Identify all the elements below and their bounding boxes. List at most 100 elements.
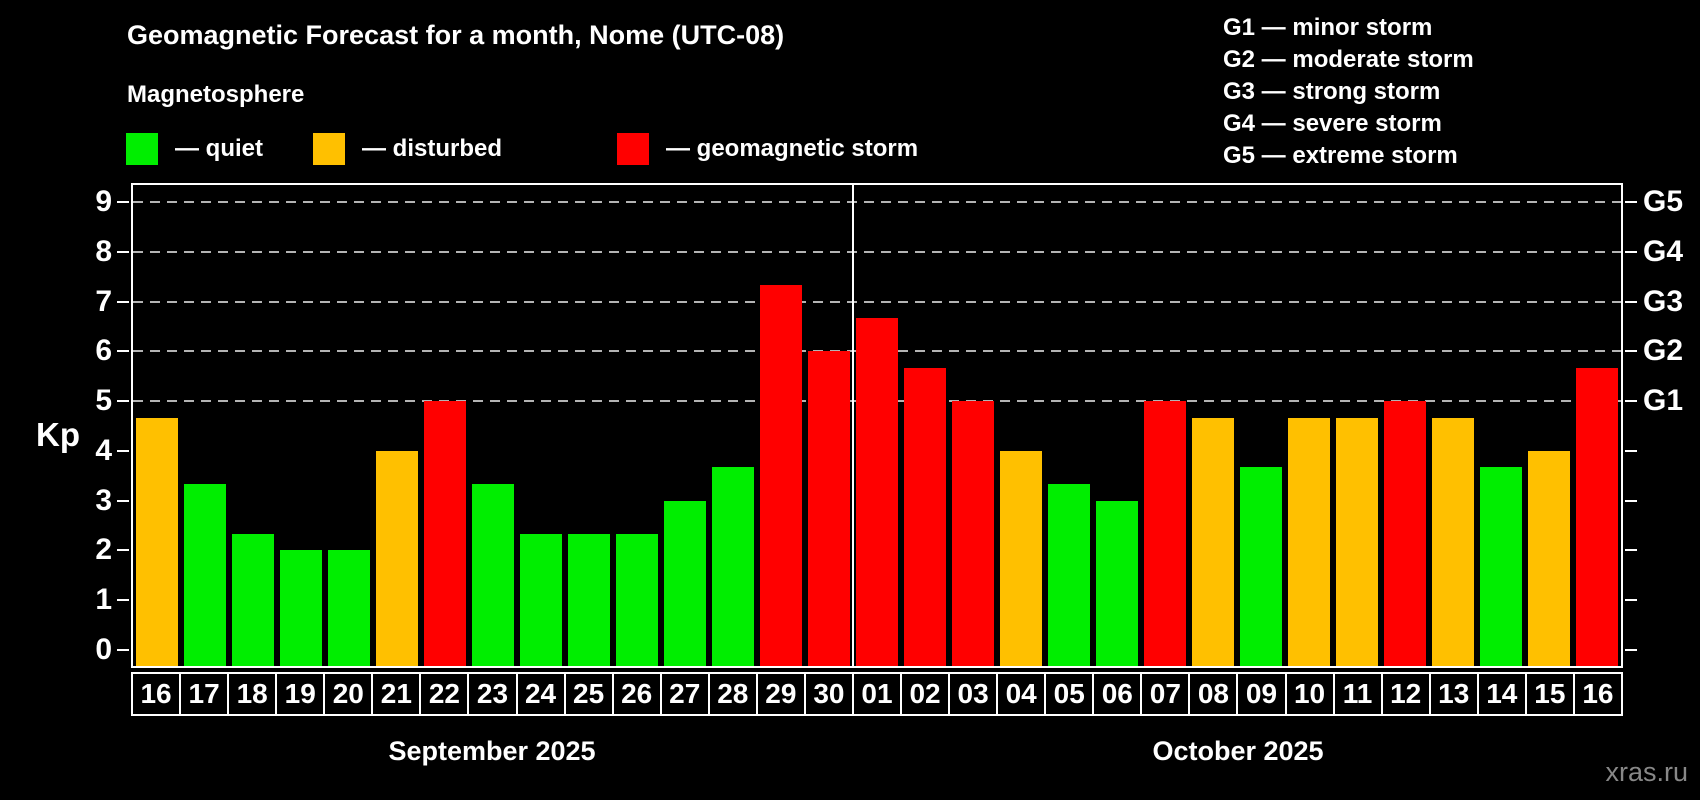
day-label-02: 02 <box>900 672 951 716</box>
y-tick-4 <box>117 449 129 452</box>
y-tick-label-2: 2 <box>95 533 112 567</box>
y-tick-label-9: 9 <box>95 184 112 218</box>
g-scale-line-5: G5 — extreme storm <box>1223 142 1458 169</box>
right-tick-4 <box>1625 449 1637 452</box>
page-title: Geomagnetic Forecast for a month, Nome (… <box>127 20 785 50</box>
kp-bar-21 <box>376 450 418 666</box>
y-tick-7 <box>117 300 129 303</box>
y-tick-label-3: 3 <box>95 483 112 517</box>
day-label-13: 13 <box>1428 672 1479 716</box>
kp-bar-30 <box>808 351 850 666</box>
y-tick-5 <box>117 400 129 403</box>
kp-bar-20 <box>328 550 370 666</box>
kp-bar-22 <box>424 401 466 666</box>
color-legend: — quiet — disturbed — geomagnetic storm <box>126 131 1026 167</box>
kp-bar-18 <box>232 534 274 666</box>
watermark: xras.ru <box>1605 757 1688 787</box>
day-label-01: 01 <box>851 672 902 716</box>
right-tick-0 <box>1625 649 1637 651</box>
day-label-03: 03 <box>948 672 999 716</box>
kp-bar-19 <box>280 550 322 666</box>
day-label-25: 25 <box>563 672 614 716</box>
right-tick-6 <box>1625 350 1637 353</box>
day-label-19: 19 <box>275 672 326 716</box>
legend-item-quiet: — quiet <box>126 131 263 167</box>
day-label-16: 16 <box>1572 672 1623 716</box>
y-tick-label-5: 5 <box>95 384 112 418</box>
kp-bar-28 <box>712 467 754 666</box>
y-tick-label-0: 0 <box>95 633 112 666</box>
legend-label-storm: — geomagnetic storm <box>666 135 919 162</box>
x-axis-day-labels: 16 17 18 19 20 21 22 23 24 25 26 27 28 29 30 01 02 03 04 05… <box>131 672 1623 716</box>
g-scale-line-1: G1 — minor storm <box>1223 14 1433 41</box>
month-separator <box>852 185 854 666</box>
legend-item-storm: — geomagnetic storm <box>617 131 918 167</box>
kp-bar-24 <box>520 534 562 666</box>
kp-bar-17 <box>184 484 226 666</box>
kp-bar-01 <box>856 317 898 666</box>
kp-bar-29 <box>760 285 802 666</box>
legend-label-disturbed: — disturbed <box>362 135 503 162</box>
day-label-29: 29 <box>755 672 806 716</box>
kp-bar-13 <box>1432 417 1474 666</box>
kp-bar-16 <box>136 417 178 666</box>
day-label-23: 23 <box>467 672 518 716</box>
y-axis-label: Kp <box>36 416 80 453</box>
plot-area <box>131 183 1623 668</box>
right-tick-7 <box>1625 300 1637 303</box>
legend-swatch-storm <box>617 133 649 165</box>
day-label-24: 24 <box>515 672 566 716</box>
right-label-g3: G3 <box>1643 284 1684 318</box>
g-scale-line-4: G4 — severe storm <box>1223 110 1442 137</box>
y-tick-2 <box>117 549 129 552</box>
kp-bar-03 <box>952 401 994 666</box>
day-label-10: 10 <box>1284 672 1335 716</box>
day-label-15: 15 <box>1524 672 1575 716</box>
day-label-06: 06 <box>1092 672 1143 716</box>
y-tick-9 <box>117 200 129 203</box>
right-label-g4: G4 <box>1643 234 1684 268</box>
day-label-05: 05 <box>1044 672 1095 716</box>
right-tick-1 <box>1625 599 1637 602</box>
day-label-21: 21 <box>371 672 422 716</box>
day-label-30: 30 <box>803 672 854 716</box>
g-scale-line-2: G2 — moderate storm <box>1223 46 1474 73</box>
day-label-12: 12 <box>1380 672 1431 716</box>
legend-label-quiet: — quiet <box>175 135 263 162</box>
day-label-09: 09 <box>1236 672 1287 716</box>
kp-bar-11 <box>1336 417 1378 666</box>
kp-bar-23 <box>472 484 514 666</box>
day-label-14: 14 <box>1476 672 1527 716</box>
kp-bar-02 <box>904 367 946 666</box>
gridline-kp9 <box>133 200 1621 203</box>
legend-title: Magnetosphere <box>127 81 305 108</box>
kp-bar-14 <box>1480 467 1522 666</box>
kp-bar-15 <box>1528 450 1570 666</box>
kp-bar-25 <box>568 534 610 666</box>
day-label-17: 17 <box>179 672 230 716</box>
day-label-20: 20 <box>323 672 374 716</box>
y-tick-6 <box>117 350 129 353</box>
kp-bar-26 <box>616 534 658 666</box>
day-label-26: 26 <box>611 672 662 716</box>
plot-inner <box>133 185 1621 666</box>
g-scale-line-3: G3 — strong storm <box>1223 78 1441 105</box>
legend-swatch-disturbed <box>313 133 345 165</box>
right-label-g5: G5 <box>1643 184 1684 218</box>
day-label-27: 27 <box>659 672 710 716</box>
legend-item-disturbed: — disturbed <box>313 131 502 167</box>
legend-swatch-quiet <box>126 133 158 165</box>
kp-bar-10 <box>1288 417 1330 666</box>
y-tick-label-1: 1 <box>95 583 112 617</box>
g-scale-legend: G1 — minor storm G2 — moderate storm G3 — … <box>1223 12 1474 172</box>
month-label-october: October 2025 <box>1152 736 1324 766</box>
day-label-11: 11 <box>1332 672 1383 716</box>
kp-bar-04 <box>1000 450 1042 666</box>
y-tick-label-8: 8 <box>95 234 112 268</box>
right-tick-2 <box>1625 549 1637 552</box>
kp-bar-27 <box>664 500 706 666</box>
y-tick-label-6: 6 <box>95 334 112 368</box>
y-tick-label-7: 7 <box>95 284 112 318</box>
day-label-04: 04 <box>996 672 1047 716</box>
right-label-g2: G2 <box>1643 334 1684 368</box>
